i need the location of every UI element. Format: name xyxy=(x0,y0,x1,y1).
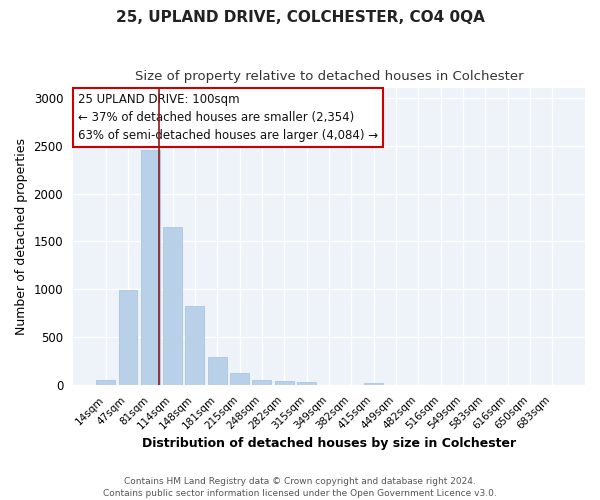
Bar xyxy=(275,380,294,385)
Text: Contains HM Land Registry data © Crown copyright and database right 2024.
Contai: Contains HM Land Registry data © Crown c… xyxy=(103,476,497,498)
Bar xyxy=(208,357,227,385)
Bar xyxy=(364,383,383,385)
Title: Size of property relative to detached houses in Colchester: Size of property relative to detached ho… xyxy=(134,70,523,83)
Bar xyxy=(163,227,182,385)
Bar xyxy=(230,373,249,385)
Bar xyxy=(141,150,160,385)
Bar xyxy=(119,290,137,385)
Bar xyxy=(297,382,316,385)
Text: 25 UPLAND DRIVE: 100sqm
← 37% of detached houses are smaller (2,354)
63% of semi: 25 UPLAND DRIVE: 100sqm ← 37% of detache… xyxy=(78,93,378,142)
Text: 25, UPLAND DRIVE, COLCHESTER, CO4 0QA: 25, UPLAND DRIVE, COLCHESTER, CO4 0QA xyxy=(116,10,484,25)
Bar xyxy=(185,306,205,385)
Bar xyxy=(253,380,271,385)
X-axis label: Distribution of detached houses by size in Colchester: Distribution of detached houses by size … xyxy=(142,437,516,450)
Y-axis label: Number of detached properties: Number of detached properties xyxy=(15,138,28,335)
Bar xyxy=(96,380,115,385)
